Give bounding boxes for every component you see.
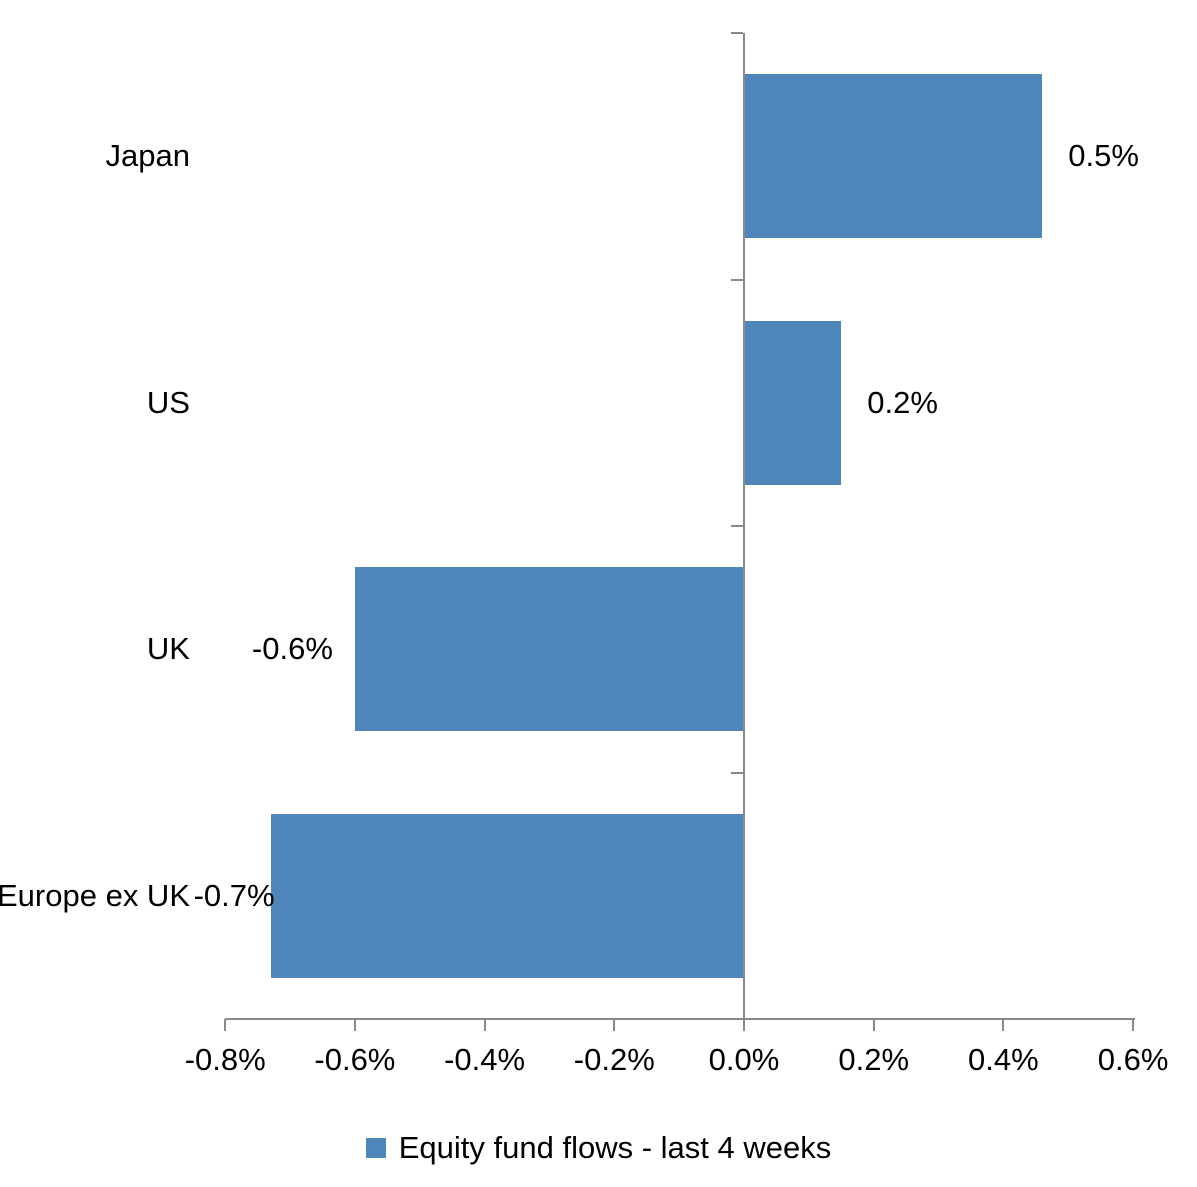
category-label-us: US bbox=[146, 384, 190, 420]
x-tick-label: -0.4% bbox=[444, 1042, 526, 1077]
x-tick-label: -0.2% bbox=[573, 1042, 655, 1077]
y-tick bbox=[731, 771, 743, 774]
bar-europe-ex-uk bbox=[270, 813, 744, 978]
y-tick bbox=[731, 525, 743, 527]
x-tick-label: -0.6% bbox=[314, 1042, 396, 1077]
x-tick bbox=[1132, 1019, 1135, 1031]
category-label-europe-ex-uk: Europe ex UK bbox=[0, 877, 190, 913]
category-label-uk: UK bbox=[146, 631, 190, 667]
bar-us bbox=[744, 320, 842, 485]
x-tick-label: 0.0% bbox=[708, 1042, 780, 1077]
x-tick bbox=[353, 1019, 356, 1031]
category-label-japan: Japan bbox=[105, 138, 190, 174]
x-axis-line bbox=[225, 1018, 1136, 1020]
x-tick bbox=[613, 1019, 616, 1031]
bar-japan bbox=[744, 74, 1043, 239]
bar-uk bbox=[354, 567, 744, 732]
legend-label: Equity fund flows - last 4 weeks bbox=[398, 1130, 832, 1165]
y-axis-line bbox=[743, 33, 745, 1031]
data-label-europe-ex-uk: -0.7% bbox=[193, 877, 275, 913]
x-tick bbox=[224, 1019, 227, 1031]
x-tick-label: -0.8% bbox=[184, 1042, 266, 1077]
x-tick bbox=[872, 1019, 875, 1031]
y-tick bbox=[731, 278, 743, 281]
legend-marker-icon bbox=[365, 1138, 386, 1158]
x-tick bbox=[483, 1019, 486, 1031]
x-tick bbox=[743, 1019, 745, 1031]
legend: Equity fund flows - last 4 weeks bbox=[0, 1126, 1197, 1170]
y-tick bbox=[731, 32, 743, 34]
data-label-us: 0.2% bbox=[867, 384, 938, 420]
data-label-uk: -0.6% bbox=[251, 631, 333, 667]
x-tick-label: 0.2% bbox=[838, 1042, 910, 1077]
x-tick-label: 0.6% bbox=[1097, 1042, 1169, 1077]
data-label-japan: 0.5% bbox=[1068, 138, 1139, 174]
x-tick bbox=[1002, 1019, 1005, 1031]
x-tick-label: 0.4% bbox=[968, 1042, 1039, 1077]
